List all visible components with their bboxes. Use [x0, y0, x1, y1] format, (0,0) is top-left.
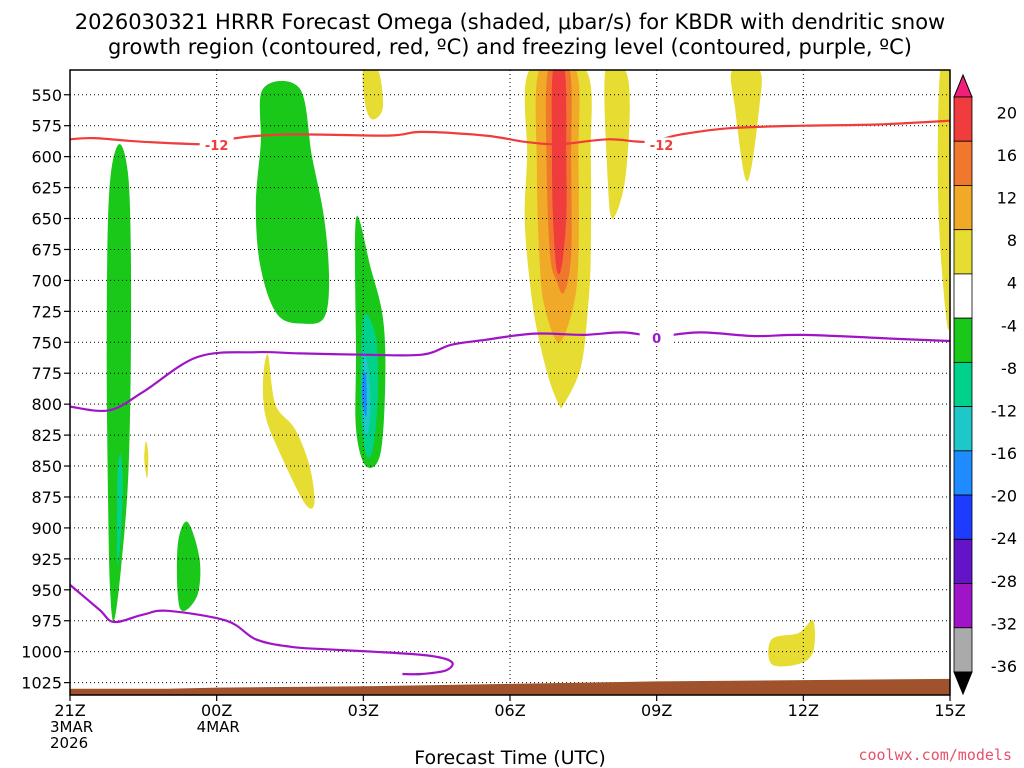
colorbar: 20 16 12 8 4 -4 -8 -12 -16 -20 -24 -28 -32 -36	[953, 73, 1017, 696]
y-tick-label-2: 600	[31, 148, 62, 167]
colorbar-bin-7	[953, 361, 973, 408]
omega-region-26	[551, 70, 567, 275]
y-tick-label-11: 825	[31, 426, 62, 445]
terrain	[70, 678, 950, 695]
colorbar-bin-6	[953, 317, 973, 363]
colorbar-label-6: -8	[1001, 359, 1017, 378]
y-tick-label-3: 625	[31, 179, 62, 198]
y-tick-label-5: 675	[31, 240, 62, 259]
y-tick-label-0: 550	[31, 86, 62, 105]
colorbar-label-10: -24	[991, 529, 1017, 548]
y-tick-label-18: 1000	[21, 643, 62, 662]
x-tick-label-4: 09Z	[641, 701, 672, 720]
contour-label-bg-1-0	[639, 330, 674, 345]
colorbar-label-9: -20	[991, 487, 1017, 506]
colorbar-label-12: -32	[991, 614, 1017, 633]
colorbar-bin-4	[953, 229, 973, 275]
x-tick-sub1-0: 3MAR	[50, 718, 93, 736]
colorbar-bin-1	[953, 96, 973, 142]
x-tick-sub1-1: 4MAR	[197, 718, 240, 736]
y-axis-ticks: 550 575 600 625 650 675 700 725 750 775 800 825 850 8…	[21, 86, 70, 693]
omega-region-10	[361, 371, 367, 417]
colorbar-bin-8	[953, 406, 973, 452]
omega-region-6	[255, 80, 330, 324]
terrain-surface	[70, 678, 950, 695]
colorbar-bin-11	[953, 538, 973, 584]
y-tick-label-16: 950	[31, 581, 62, 600]
y-tick-label-9: 775	[31, 364, 62, 383]
colorbar-label-5: -4	[1001, 316, 1017, 335]
omega-region-21	[144, 441, 149, 479]
chart-title-line2: growth region (contoured, red, ºC) and f…	[108, 35, 912, 59]
omega-shaded-regions	[98, 70, 950, 667]
colorbar-label-11: -28	[991, 572, 1017, 591]
colorbar-bin-10	[953, 494, 973, 540]
y-tick-label-17: 975	[31, 612, 62, 631]
omega-region-12	[432, 490, 455, 572]
colorbar-label-1: 16	[997, 146, 1017, 165]
colorbar-label-0: 20	[997, 103, 1017, 122]
colorbar-bottom-arrow	[953, 671, 973, 696]
colorbar-bin-5	[953, 273, 973, 319]
contour-label-1-0: 0	[652, 332, 661, 347]
x-tick-label-0: 21Z	[54, 701, 85, 720]
omega-region-17	[362, 70, 384, 120]
y-tick-label-14: 900	[31, 519, 62, 538]
temperature-contours: -12 -12 0	[70, 119, 950, 676]
omega-region-13	[529, 503, 545, 559]
y-tick-label-1: 575	[31, 117, 62, 136]
contour-2	[70, 584, 454, 676]
contour-label-0-1: -12	[650, 139, 674, 154]
y-tick-label-15: 925	[31, 550, 62, 569]
omega-region-16	[604, 70, 630, 219]
grid-lines	[70, 70, 950, 695]
y-tick-label-6: 700	[31, 271, 62, 290]
colorbar-top-arrow	[953, 73, 973, 98]
y-tick-label-8: 750	[31, 333, 62, 352]
omega-region-15	[713, 267, 765, 597]
omega-region-2	[116, 453, 123, 567]
omega-region-1	[106, 144, 132, 622]
contour-label-0-0: -12	[205, 139, 229, 154]
colorbar-label-7: -12	[991, 401, 1017, 420]
omega-region-20	[262, 354, 315, 509]
y-tick-label-19: 1025	[21, 674, 62, 693]
y-tick-label-13: 875	[31, 488, 62, 507]
colorbar-label-13: -36	[991, 657, 1017, 676]
colorbar-bin-2	[953, 140, 973, 186]
y-tick-label-7: 725	[31, 302, 62, 321]
colorbar-label-2: 12	[997, 188, 1017, 207]
contour-label-bg-0-0	[199, 137, 234, 152]
colorbar-label-4: 4	[1007, 274, 1017, 293]
omega-region-19	[937, 70, 950, 330]
contour-label-bg-0-1	[644, 137, 679, 152]
colorbar-bin-12	[953, 583, 973, 629]
x-axis-label: Forecast Time (UTC)	[414, 747, 605, 768]
x-tick-label-2: 03Z	[348, 701, 379, 720]
y-tick-label-12: 850	[31, 457, 62, 476]
watermark: coolwx.com/models	[858, 746, 1012, 764]
colorbar-label-8: -16	[991, 444, 1017, 463]
y-tick-label-4: 650	[31, 210, 62, 229]
omega-region-14	[579, 70, 651, 405]
colorbar-bin-9	[953, 450, 973, 496]
omega-region-11	[433, 131, 450, 231]
contour-1	[70, 331, 950, 412]
x-tick-label-1: 00Z	[201, 701, 232, 720]
colorbar-bin-3	[953, 185, 973, 231]
colorbar-bin-13	[953, 627, 973, 673]
x-tick-label-3: 06Z	[494, 701, 525, 720]
y-tick-label-10: 800	[31, 395, 62, 414]
colorbar-label-3: 8	[1007, 231, 1017, 250]
x-tick-sub2-0: 2026	[50, 734, 88, 752]
x-tick-label-6: 15Z	[934, 701, 965, 720]
x-tick-label-5: 12Z	[788, 701, 819, 720]
chart-title-line1: 2026030321 HRRR Forecast Omega (shaded, …	[75, 10, 945, 34]
omega-region-4	[176, 521, 201, 612]
